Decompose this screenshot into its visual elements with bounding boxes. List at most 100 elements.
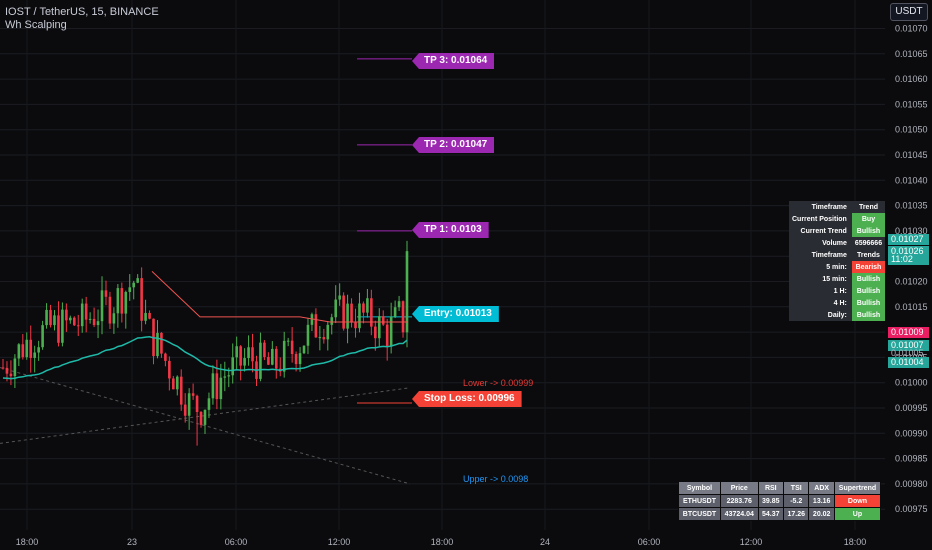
candle <box>302 345 306 354</box>
entry-label: Entry: 0.01013 <box>412 306 499 322</box>
candle <box>108 296 112 324</box>
symbol-header: ADX <box>808 481 835 495</box>
candle <box>223 376 227 378</box>
trend-table: Timeframe Trend Current Position Buy Current… <box>789 201 886 321</box>
candle <box>350 303 353 323</box>
candle <box>168 360 171 379</box>
candle <box>294 354 298 365</box>
trend-row: 4 H: Bullish <box>789 297 886 309</box>
candle <box>374 326 377 339</box>
candle <box>271 348 274 365</box>
trend-label: Current Position <box>792 215 847 223</box>
candle <box>314 314 318 338</box>
candle <box>377 316 381 339</box>
symbol-cell: 20.02 <box>808 507 835 521</box>
candle <box>187 393 191 416</box>
y-tick-label: 0.00985 <box>895 454 928 464</box>
trend-value: Bullish <box>851 273 886 285</box>
x-tick-label: 12:00 <box>740 537 763 547</box>
trend-label: 1 H: <box>833 287 847 295</box>
candle <box>263 342 266 357</box>
x-tick-label: 18:00 <box>16 537 39 547</box>
candle <box>13 358 17 377</box>
candle <box>235 346 238 358</box>
candle <box>124 291 128 314</box>
candle <box>247 347 250 359</box>
price-badge: 0.01004 <box>888 357 929 368</box>
candle <box>29 339 33 358</box>
candle <box>207 398 211 410</box>
x-tick-label: 23 <box>127 537 137 547</box>
trend-label: 5 min: <box>826 263 847 271</box>
candle <box>366 298 369 313</box>
trend-value: 6596666 <box>854 239 883 247</box>
trend-value: Trends <box>857 251 880 259</box>
candle <box>405 251 409 333</box>
candle <box>41 325 44 348</box>
candle <box>358 303 361 329</box>
candle <box>80 303 84 327</box>
candle <box>175 376 179 390</box>
symbol-title: IOST / TetherUS, 15, BINANCE <box>5 6 159 18</box>
candle <box>346 303 349 329</box>
x-tick-label: 18:00 <box>844 537 867 547</box>
candle <box>354 322 357 329</box>
y-tick-label: 0.01065 <box>895 49 928 59</box>
price-badge: 0.01005 <box>891 348 924 358</box>
candle <box>17 344 21 359</box>
stop-loss-label: Stop Loss: 0.00996 <box>412 391 522 407</box>
candle <box>132 282 136 288</box>
candle <box>164 353 167 361</box>
candle <box>120 288 124 314</box>
symbol-cell: 39.85 <box>757 494 785 508</box>
x-tick-label: 06:00 <box>638 537 661 547</box>
currency-button[interactable]: USDT <box>890 3 928 21</box>
price-badge: 0.01027 <box>888 234 929 245</box>
candle <box>318 337 322 339</box>
candle <box>84 303 88 320</box>
trend-row: 15 min: Bullish <box>789 273 886 285</box>
candle <box>9 373 13 377</box>
y-tick-label: 0.01030 <box>895 226 928 236</box>
candle <box>65 309 68 321</box>
tp1-label: TP 1: 0.0103 <box>412 222 489 238</box>
x-tick-label: 06:00 <box>225 537 248 547</box>
y-tick-label: 0.01045 <box>895 150 928 160</box>
y-tick-label: 0.01000 <box>895 378 928 388</box>
candle <box>342 295 345 329</box>
trend-value: Bullish <box>851 225 886 237</box>
indicator-name[interactable]: Wh Scalping <box>5 19 67 31</box>
price-badge: 0.01009 <box>888 327 929 338</box>
candle <box>100 290 104 322</box>
price-badge: 11:02 <box>888 254 929 265</box>
symbol-cell: Up <box>833 507 882 521</box>
candle <box>267 356 270 365</box>
price-badge: 0.01026 <box>888 246 929 257</box>
candle <box>195 395 199 413</box>
x-tick-label: 12:00 <box>328 537 351 547</box>
trend-value: Bullish <box>851 285 886 297</box>
tp3-label: TP 3: 0.01064 <box>412 53 495 69</box>
trend-row: Current Trend Bullish <box>789 225 886 237</box>
candle <box>128 287 132 292</box>
trend-label: Timeframe <box>811 251 847 259</box>
y-tick-label: 0.01035 <box>895 201 928 211</box>
trend-row: 5 min: Bearish <box>789 261 886 273</box>
symbol-cell: 54.37 <box>757 507 785 521</box>
candle <box>172 378 175 390</box>
symbol-header: Supertrend <box>833 481 882 495</box>
candle <box>370 298 373 327</box>
candle <box>393 307 397 317</box>
trend-value: Trend <box>858 203 878 211</box>
candle <box>140 278 143 321</box>
candle <box>179 376 183 405</box>
trend-value: Buy <box>851 213 886 225</box>
symbol-cell: ETHUSDT <box>678 494 721 508</box>
candle <box>397 301 401 308</box>
y-tick-label: 0.01020 <box>895 277 928 287</box>
candle <box>45 309 48 326</box>
y-tick-label: 0.01060 <box>895 74 928 84</box>
candle <box>199 412 203 425</box>
trend-row: 1 H: Bullish <box>789 285 886 297</box>
candle <box>286 340 290 342</box>
